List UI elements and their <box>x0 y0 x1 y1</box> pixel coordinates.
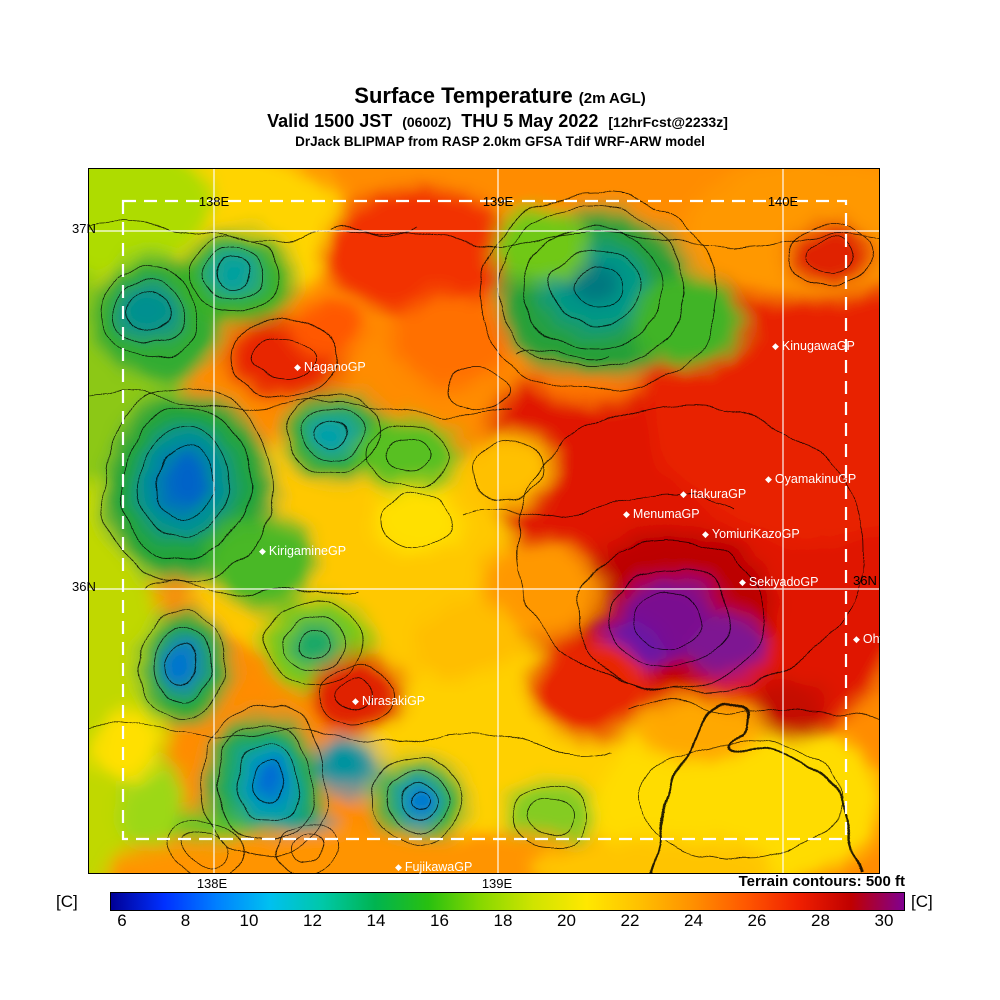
domain-dashed-border <box>121 199 848 841</box>
station-marker-icon: ◆ <box>294 362 301 372</box>
station-marker-icon: ◆ <box>259 546 266 556</box>
colorbar-tick: 24 <box>684 911 703 930</box>
lon-label-top-140e: 140E <box>767 194 799 209</box>
valid-zulu: (0600Z) <box>402 114 452 130</box>
lon-label-top-138e: 138E <box>198 194 230 209</box>
colorbar-tick: 18 <box>493 911 513 930</box>
coastline-path <box>648 702 860 873</box>
station-marker-icon: ◆ <box>765 474 772 484</box>
station-marker-icon: ◆ <box>680 489 687 499</box>
station-marker-icon: ◆ <box>623 509 630 519</box>
colorbar-unit-right: [C] <box>911 892 933 911</box>
terrain-contours-note: Terrain contours: 500 ft <box>738 873 905 890</box>
station-label-naganogp: ◆ NaganoGP <box>294 360 366 374</box>
colorbar-ticks: 6 8 10 12 14 16 18 20 22 24 26 28 30 <box>117 911 893 935</box>
colorbar-tick: 14 <box>366 911 386 930</box>
colorbar-tick: 6 <box>117 911 127 930</box>
station-label-fujikawagp: ◆ FujikawaGP <box>395 860 473 874</box>
valid-line: Valid 1500 JST (0600Z) THU 5 May 2022 [1… <box>0 111 1000 132</box>
station-label-yomiurikazogp: ◆ YomiuriKazoGP <box>702 527 800 541</box>
station-marker-icon: ◆ <box>395 862 402 872</box>
page-title: Surface Temperature (2m AGL) <box>0 83 1000 109</box>
lon-label-bottom-138e: 138E <box>196 876 228 891</box>
station-label-sekiyadogp: ◆ SekiyadoGP <box>739 575 819 589</box>
station-label-oyamakinugp: ◆ OyamakinuGP <box>765 472 857 486</box>
lat-label-right-36n: 36N <box>853 573 877 588</box>
lon-label-top-139e: 139E <box>482 194 514 209</box>
colorbar-gradient <box>110 892 905 911</box>
colorbar-tick: 16 <box>430 911 449 930</box>
station-label-nirasakigp: ◆ NirasakiGP <box>352 694 426 708</box>
valid-fcst: [12hrFcst@2233z] <box>608 114 728 130</box>
colorbar-tick: 8 <box>180 911 191 930</box>
valid-prefix: Valid 1500 JST <box>267 111 393 131</box>
station-marker-icon: ◆ <box>853 634 860 644</box>
station-label-itakuragp: ◆ ItakuraGP <box>680 487 747 501</box>
temperature-field-svg <box>89 169 879 873</box>
model-line: DrJack BLIPMAP from RASP 2.0km GFSA Tdif… <box>295 134 705 149</box>
station-label-kirigaminegp: ◆ KirigamineGP <box>259 544 347 558</box>
colorbar-tick: 20 <box>557 911 576 930</box>
station-marker-icon: ◆ <box>702 529 709 539</box>
valid-date: THU 5 May 2022 <box>461 111 599 131</box>
lon-label-bottom-139e: 139E <box>481 876 513 891</box>
station-label-menumagp: ◆ MenumaGP <box>623 507 700 521</box>
colorbar-tick: 28 <box>811 911 830 930</box>
temperature-blobs <box>89 169 879 873</box>
colorbar-tick: 12 <box>303 911 322 930</box>
station-marker-icon: ◆ <box>772 341 779 351</box>
station-label-ohtonegp: ◆ OhtoneGP <box>853 632 922 646</box>
grid-lines <box>89 169 879 873</box>
title-main: Surface Temperature <box>354 83 573 108</box>
colorbar-tick: 10 <box>239 911 259 930</box>
colorbar-tick: 26 <box>747 911 767 930</box>
colorbar-tick: 30 <box>874 911 894 930</box>
lat-label-left-37n: 37N <box>72 221 96 236</box>
map-area: 138E 139E 140E 36N ◆ NaganoGP ◆ KinugawaGP ◆… <box>88 168 922 874</box>
lat-label-left-36n: 36N <box>72 579 96 594</box>
title-note: (2m AGL) <box>578 90 646 107</box>
colorbar-unit-left: [C] <box>56 892 78 911</box>
contour-lines <box>89 195 879 873</box>
station-marker-icon: ◆ <box>352 696 359 706</box>
station-marker-icon: ◆ <box>739 577 746 587</box>
station-label-kinugawagp: ◆ KinugawaGP <box>772 339 855 353</box>
colorbar-tick: 22 <box>620 911 640 930</box>
